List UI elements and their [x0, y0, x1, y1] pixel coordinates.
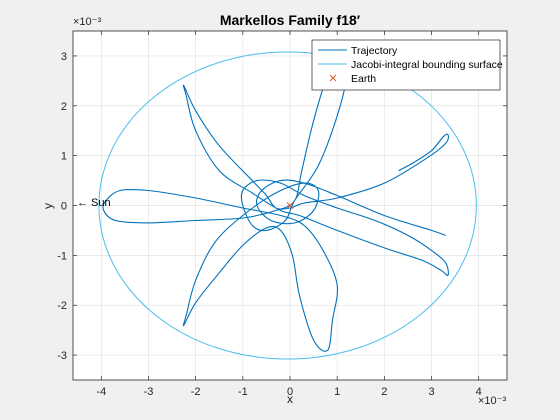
x-tick-label: -1	[238, 386, 248, 398]
chart-title: Markellos Family f18′	[220, 12, 361, 28]
bounding-surface-ellipse	[98, 51, 477, 360]
legend: Trajectory Jacobi-integral bounding surfa…	[311, 39, 503, 91]
y-tick-label: -3	[57, 350, 67, 362]
y-tick-label: 3	[61, 51, 67, 63]
legend-box	[311, 39, 501, 91]
legend-entry: Earth	[329, 73, 376, 85]
legend-swatch-x	[329, 74, 337, 82]
x-tick-label: 0	[287, 386, 293, 398]
series-layer	[98, 51, 477, 360]
x-tick-label: -3	[144, 386, 154, 398]
y-tick-label: 2	[61, 101, 67, 113]
y-axis-label: y	[41, 203, 55, 209]
legend-entry: Jacobi-integral bounding surface	[318, 59, 503, 71]
ticks: -4 -3 -2 -1 0 1 2 3 4 -3 -2 -1 0 1 2 3	[57, 31, 507, 398]
earth-marker	[286, 202, 294, 209]
legend-entry: Trajectory	[318, 45, 398, 57]
legend-label: Earth	[351, 73, 376, 85]
trajectory-line	[102, 60, 449, 352]
x-tick-label: -4	[96, 386, 106, 398]
sun-annotation: ← Sun	[77, 197, 111, 209]
y-tick-label: 1	[61, 151, 67, 163]
x-tick-label: -2	[191, 386, 201, 398]
y-exponent-label: ×10⁻³	[73, 16, 101, 28]
legend-label: Jacobi-integral bounding surface	[351, 59, 503, 71]
x-tick-label: 1	[334, 386, 340, 398]
y-tick-label: 0	[61, 201, 67, 213]
x-tick-label: 3	[428, 386, 434, 398]
legend-label: Trajectory	[351, 45, 398, 57]
x-tick-label: 2	[381, 386, 387, 398]
x-tick-label: 4	[476, 386, 482, 398]
x-axis-label: x	[287, 392, 293, 406]
y-tick-label: -1	[57, 250, 67, 262]
y-tick-label: -2	[57, 300, 67, 312]
earth-marker-stroke	[286, 202, 294, 209]
x-exponent-label: ×10⁻³	[478, 395, 506, 407]
